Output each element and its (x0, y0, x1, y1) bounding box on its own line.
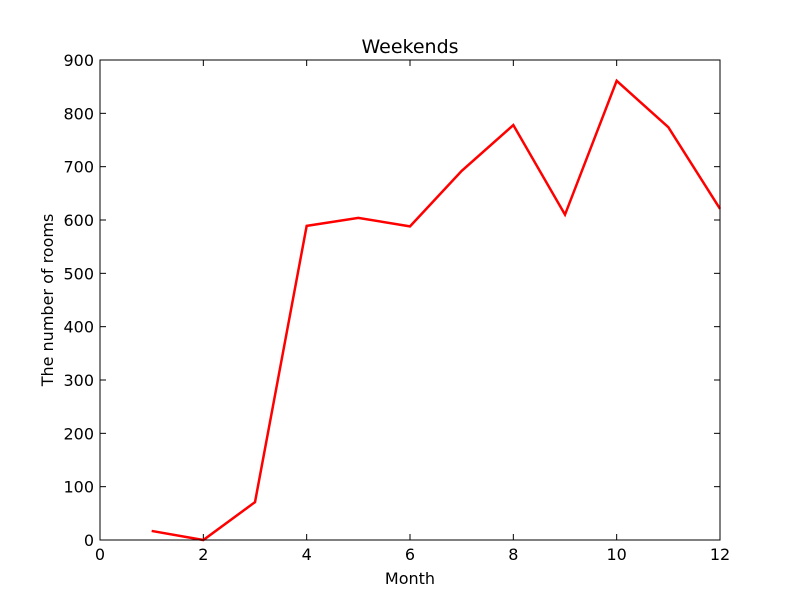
x-tick-label: 12 (710, 545, 730, 564)
data-point (409, 225, 411, 227)
x-tick-label: 2 (198, 545, 208, 564)
data-point (150, 530, 152, 532)
plot-frame (99, 59, 721, 541)
x-tick-label: 10 (606, 545, 626, 564)
x-tick-label: 0 (95, 545, 105, 564)
data-point (512, 124, 514, 126)
data-point (667, 126, 669, 128)
y-tick-label: 100 (63, 478, 94, 497)
y-tick-label: 200 (63, 424, 94, 443)
data-point (615, 80, 617, 82)
y-axis-label: The number of rooms (38, 214, 57, 388)
x-tick-label: 4 (302, 545, 312, 564)
y-tick-label: 600 (63, 211, 94, 230)
x-tick-label: 8 (508, 545, 518, 564)
x-tick-label: 6 (405, 545, 415, 564)
y-tick-label: 700 (63, 158, 94, 177)
y-tick-label: 400 (63, 318, 94, 337)
data-point (357, 217, 359, 219)
x-axis-label: Month (385, 569, 435, 588)
y-tick-label: 500 (63, 264, 94, 283)
y-tick-label: 300 (63, 371, 94, 390)
axis-ticks: 0 2 4 6 8 10 12 0 100 200 300 400 500 600 700 800 900 (63, 51, 730, 564)
y-tick-label: 0 (84, 531, 94, 550)
data-point (460, 170, 462, 172)
series-line-0 (151, 78, 722, 542)
y-tick-label: 800 (63, 104, 94, 123)
data-point (564, 213, 566, 215)
data-point (305, 225, 307, 227)
data-point (254, 501, 256, 503)
chart-title: Weekends (361, 36, 458, 58)
series-layer (150, 78, 722, 542)
y-tick-label: 900 (63, 51, 94, 70)
